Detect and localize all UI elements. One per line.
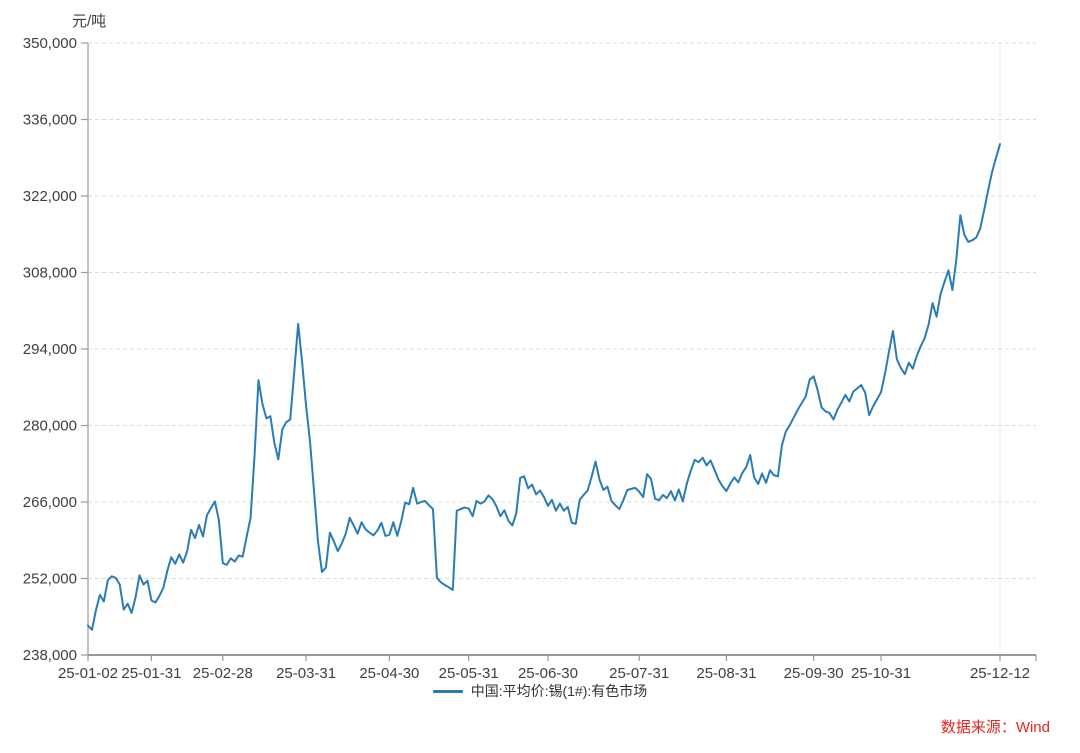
x-tick-label: 25-03-31 <box>276 665 336 682</box>
x-tick-label: 25-01-31 <box>121 665 181 682</box>
x-tick-label: 25-12-12 <box>970 665 1030 682</box>
y-tick-label: 252,000 <box>23 571 77 588</box>
y-tick-label: 308,000 <box>23 265 77 282</box>
y-tick-label: 238,000 <box>23 647 77 664</box>
x-tick-label: 25-02-28 <box>193 665 253 682</box>
y-tick-label: 350,000 <box>23 35 77 52</box>
x-tick-label: 25-09-30 <box>784 665 844 682</box>
x-tick-label: 25-05-31 <box>439 665 499 682</box>
legend-series-label: 中国:平均价:锡(1#):有色市场 <box>470 683 648 699</box>
y-tick-label: 294,000 <box>23 341 77 358</box>
x-tick-label: 25-10-31 <box>851 665 911 682</box>
y-tick-label: 336,000 <box>23 112 77 129</box>
y-axis-unit-label: 元/吨 <box>72 13 107 30</box>
x-tick-label: 25-08-31 <box>696 665 756 682</box>
y-tick-label: 322,000 <box>23 188 77 205</box>
y-tick-label: 266,000 <box>23 494 77 511</box>
x-tick-label: 25-04-30 <box>359 665 419 682</box>
x-tick-label: 25-07-31 <box>609 665 669 682</box>
x-tick-label: 25-06-30 <box>518 665 578 682</box>
x-tick-label: 25-01-02 <box>58 665 118 682</box>
y-tick-label: 280,000 <box>23 418 77 435</box>
price-series-line[interactable] <box>87 143 1001 631</box>
legend-line-marker <box>432 689 463 693</box>
legend[interactable]: 中国:平均价:锡(1#):有色市场 <box>0 681 1080 701</box>
data-source-note: 数据来源：Wind <box>940 719 1050 736</box>
